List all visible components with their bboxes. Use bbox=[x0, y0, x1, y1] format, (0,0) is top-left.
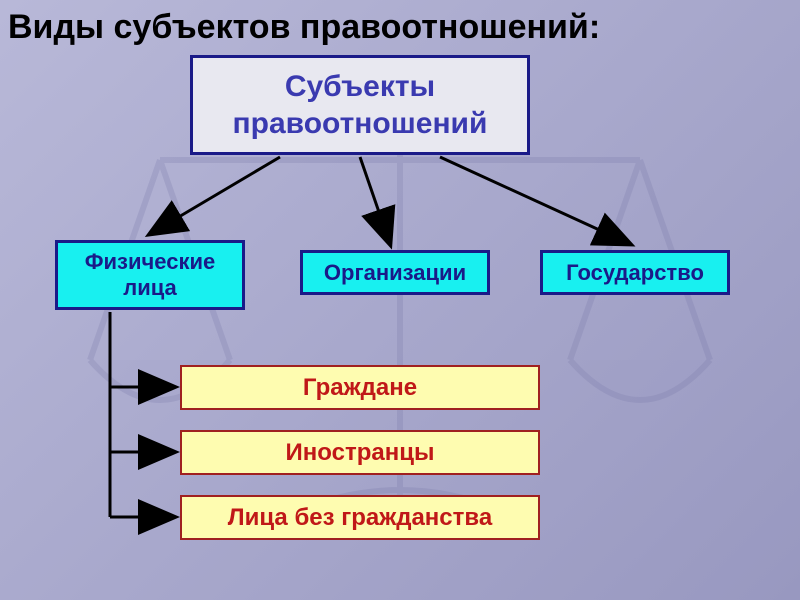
sub-node-foreigners: Иностранцы bbox=[180, 430, 540, 475]
sub-node-stateless: Лица без гражданства bbox=[180, 495, 540, 540]
root-node: Субъекты правоотношений bbox=[190, 55, 530, 155]
sub-node-citizens: Граждане bbox=[180, 365, 540, 410]
category-node-physical: Физические лица bbox=[55, 240, 245, 310]
cat-line1: Физические bbox=[85, 249, 216, 275]
root-line2: правоотношений bbox=[233, 105, 488, 143]
category-node-state: Государство bbox=[540, 250, 730, 295]
cat-line2: лица bbox=[123, 275, 177, 301]
cat-line1: Организации bbox=[324, 260, 466, 286]
page-title: Виды субъектов правоотношений: bbox=[8, 8, 600, 47]
root-line1: Субъекты bbox=[285, 68, 435, 106]
category-node-organizations: Организации bbox=[300, 250, 490, 295]
cat-line1: Государство bbox=[566, 260, 704, 286]
